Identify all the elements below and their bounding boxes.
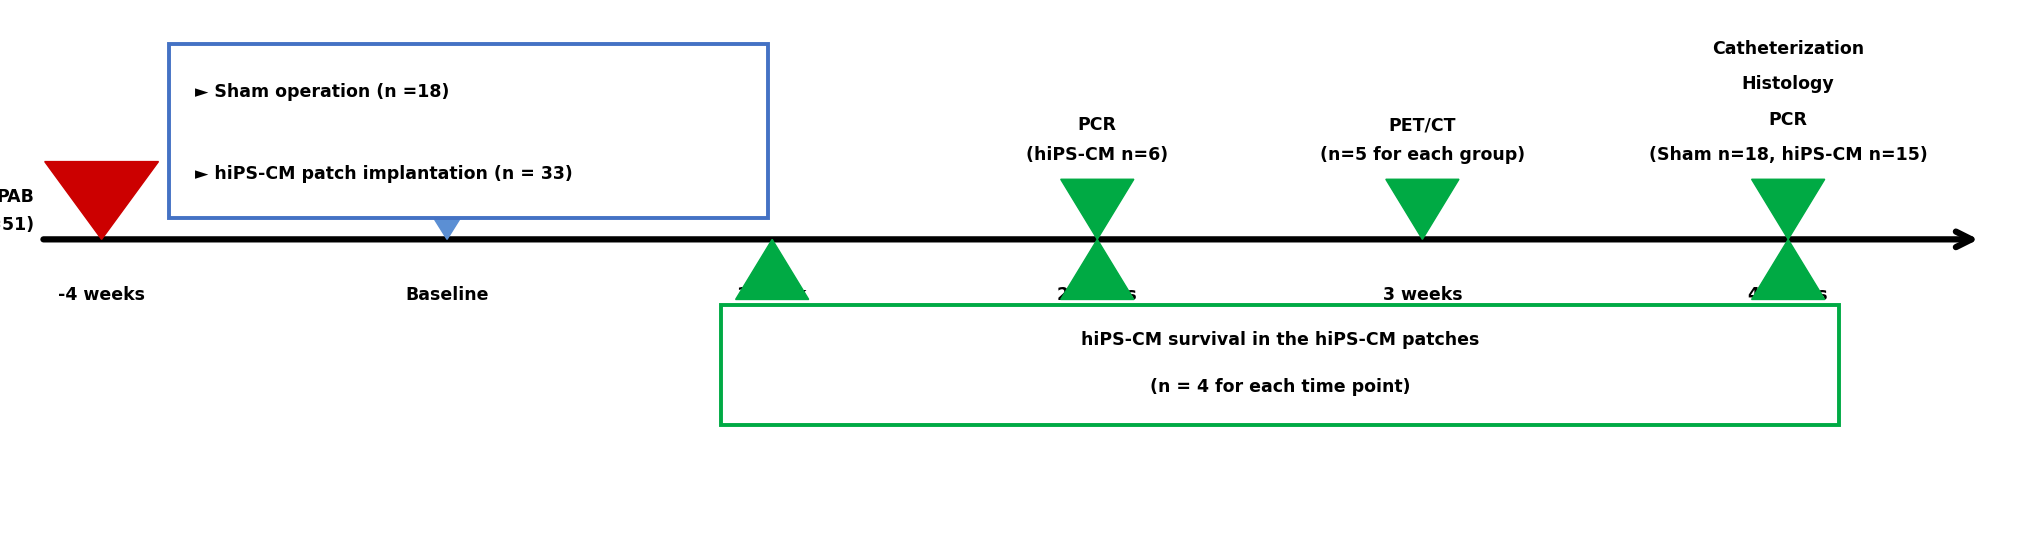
Polygon shape bbox=[45, 162, 158, 239]
Text: 1 week: 1 week bbox=[738, 286, 807, 304]
Polygon shape bbox=[1061, 179, 1134, 239]
Polygon shape bbox=[398, 162, 496, 239]
Text: (n = 4 for each time point): (n = 4 for each time point) bbox=[1150, 378, 1410, 395]
Text: Catheterization: Catheterization bbox=[1713, 40, 1863, 58]
Text: (n =51): (n =51) bbox=[0, 217, 35, 234]
Text: PCR: PCR bbox=[1077, 116, 1118, 134]
Text: ► hiPS-CM patch implantation (n = 33): ► hiPS-CM patch implantation (n = 33) bbox=[195, 165, 573, 183]
Polygon shape bbox=[1752, 239, 1825, 299]
Text: 2 weeks: 2 weeks bbox=[1057, 286, 1138, 304]
Text: (hiPS-CM n=6): (hiPS-CM n=6) bbox=[1026, 146, 1168, 164]
Polygon shape bbox=[736, 239, 809, 299]
FancyBboxPatch shape bbox=[721, 305, 1839, 424]
Text: (Sham n=18, hiPS-CM n=15): (Sham n=18, hiPS-CM n=15) bbox=[1648, 146, 1928, 164]
FancyBboxPatch shape bbox=[169, 44, 768, 218]
Text: Histology: Histology bbox=[1741, 75, 1835, 93]
Text: PCR: PCR bbox=[1768, 110, 1808, 128]
Text: 4 weeks: 4 weeks bbox=[1748, 286, 1829, 304]
Text: 3 weeks: 3 weeks bbox=[1382, 286, 1463, 304]
Text: hiPS-CM survival in the hiPS-CM patches: hiPS-CM survival in the hiPS-CM patches bbox=[1081, 331, 1479, 349]
Text: ► Sham operation (n =18): ► Sham operation (n =18) bbox=[195, 83, 449, 101]
Polygon shape bbox=[1752, 179, 1825, 239]
Polygon shape bbox=[1061, 239, 1134, 299]
Text: -4 weeks: -4 weeks bbox=[59, 286, 144, 304]
Text: PET/CT: PET/CT bbox=[1388, 116, 1457, 134]
Text: PAB: PAB bbox=[0, 188, 35, 206]
Text: Baseline: Baseline bbox=[404, 286, 490, 304]
Text: (n=5 for each group): (n=5 for each group) bbox=[1321, 146, 1524, 164]
Polygon shape bbox=[1386, 179, 1459, 239]
